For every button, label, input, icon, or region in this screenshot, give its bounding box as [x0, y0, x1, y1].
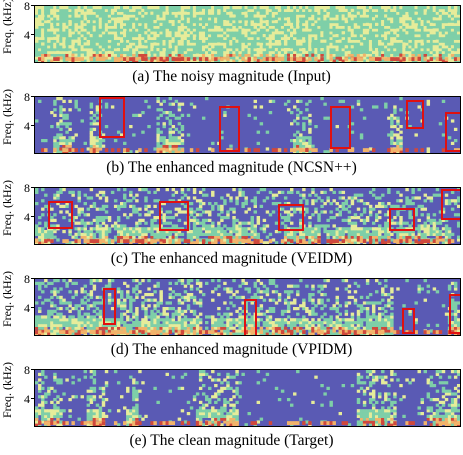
y-tick-label: 4: [16, 120, 30, 132]
highlight-box: [449, 294, 461, 335]
highlight-box: [441, 189, 461, 220]
highlight-box: [445, 112, 461, 153]
y-tick-label: 8: [16, 182, 30, 194]
y-tick-label: 8: [16, 0, 30, 12]
panel-input: Freq. (kHz)8 4 (a) The noisy magnitude (In…: [0, 0, 463, 91]
spectrogram-input: [34, 5, 461, 63]
panel-caption: (a) The noisy magnitude (Input): [0, 68, 463, 86]
panel-vpidm: Freq. (kHz)8 4 (d) The enhanced magnitude …: [0, 273, 463, 364]
panel-caption: (b) The enhanced magnitude (NCSN++): [0, 159, 463, 177]
spectrogram-ncsn: [34, 96, 461, 154]
spectrogram-image: [35, 6, 460, 62]
highlight-box: [330, 106, 351, 150]
highlight-box: [402, 308, 415, 334]
panel-target: Freq. (kHz)8 4 (e) The clean magnitude (Ta…: [0, 364, 463, 455]
panel-veidm: Freq. (kHz)8 4 (c) The enhanced magnitude …: [0, 182, 463, 273]
highlight-box: [406, 100, 423, 129]
spectrogram-veidm: [34, 187, 461, 245]
spectrogram-vpidm: [34, 278, 461, 336]
y-axis-label: Freq. (kHz): [0, 4, 14, 54]
panel-caption: (e) The clean magnitude (Target): [0, 432, 463, 450]
spectrogram-texture: [35, 6, 460, 62]
panel-ncsn: Freq. (kHz)8 4 (b) The enhanced magnitude …: [0, 91, 463, 182]
highlight-box: [219, 106, 240, 152]
y-tick-label: 8: [16, 91, 30, 103]
y-axis-label: Freq. (kHz): [0, 186, 14, 236]
highlight-box: [389, 208, 415, 231]
y-tick-label: 4: [16, 29, 30, 41]
spectrogram-image: [35, 370, 460, 426]
y-tick-label: 4: [16, 302, 30, 314]
y-tick-label: 8: [16, 364, 30, 376]
y-tick-label: 4: [16, 393, 30, 405]
highlight-box: [99, 97, 125, 138]
panel-caption: (d) The enhanced magnitude (VPIDM): [0, 341, 463, 359]
highlight-box: [48, 201, 74, 229]
y-tick-label: 4: [16, 211, 30, 223]
y-tick-label: 8: [16, 273, 30, 285]
spectrogram-target: [34, 369, 461, 427]
y-axis-label: Freq. (kHz): [0, 277, 14, 327]
y-axis-label: Freq. (kHz): [0, 95, 14, 145]
highlight-box: [278, 204, 304, 231]
y-axis-label: Freq. (kHz): [0, 368, 14, 418]
panel-caption: (c) The enhanced magnitude (VEIDM): [0, 250, 463, 268]
highlight-box: [103, 288, 116, 326]
highlight-box: [244, 299, 257, 336]
highlight-box: [159, 201, 189, 232]
